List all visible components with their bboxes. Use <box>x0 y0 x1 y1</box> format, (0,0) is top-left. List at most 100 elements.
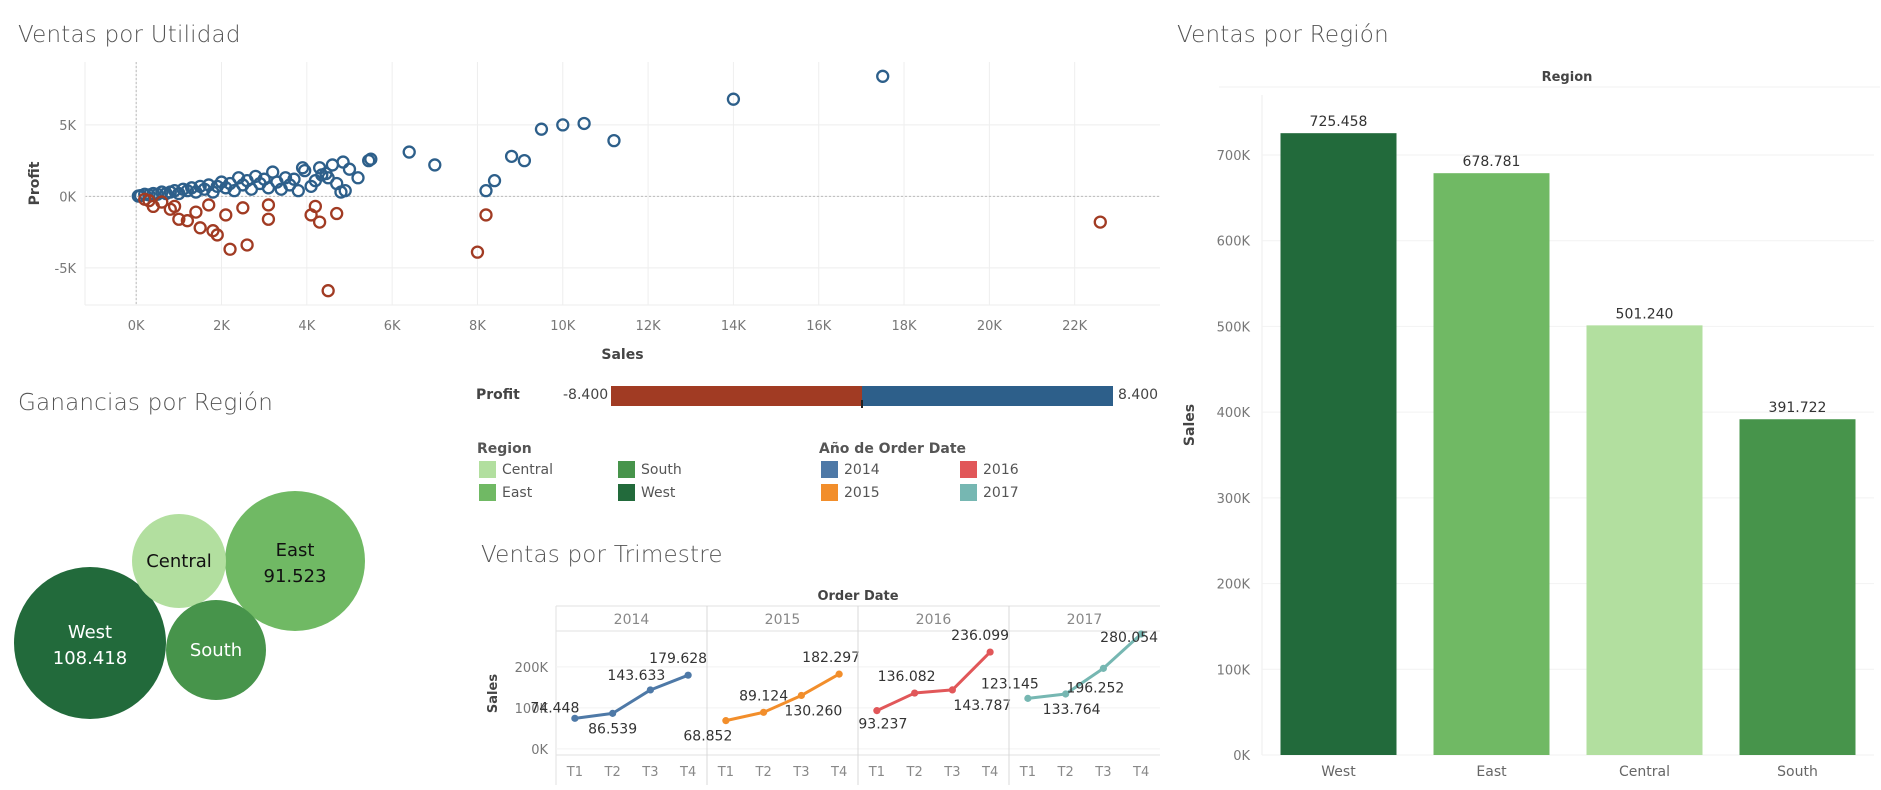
line-value-label: 74.448 <box>530 700 579 716</box>
scatter-point <box>223 242 237 256</box>
year-legend-label: 2017 <box>983 484 1019 501</box>
line-point <box>684 671 692 679</box>
bubble-west <box>14 567 166 719</box>
line-series-2016 <box>876 650 992 712</box>
line-series-2014 <box>574 673 689 720</box>
profit-legend-negative-bar <box>611 386 862 406</box>
line-point <box>1062 690 1070 698</box>
bar-y-tick-label: 100K <box>1217 663 1251 678</box>
bar-value-label: 501.240 <box>1616 306 1674 322</box>
line-x-tick-label: T4 <box>1132 765 1149 780</box>
scatter-x-tick-label: 6K <box>384 319 401 334</box>
scatter-point <box>304 179 318 194</box>
scatter-x-tick-label: 10K <box>550 319 576 334</box>
bar-y-tick-label: 300K <box>1217 492 1251 507</box>
line-year-header: 2017 <box>1067 612 1103 628</box>
scatter-point <box>295 161 310 175</box>
line-value-label: 68.852 <box>683 729 732 745</box>
region-legend-item[interactable]: East <box>479 484 532 501</box>
scatter-point <box>876 69 890 83</box>
region-legend-item[interactable]: Central <box>479 461 553 478</box>
region-bars-title: Ventas por Región <box>1177 22 1389 48</box>
scatter-point <box>607 133 621 148</box>
bubble-south <box>166 600 266 700</box>
line-x-tick-label: T2 <box>906 765 923 780</box>
scatter-point <box>362 153 376 168</box>
scatter-point <box>487 173 502 188</box>
line-x-tick-label: T1 <box>717 765 734 780</box>
line-y-tick-label: 100K <box>515 702 549 717</box>
region-legend-title: Region <box>477 441 532 457</box>
year-legend-item[interactable]: 2016 <box>960 461 1019 478</box>
line-point <box>911 689 919 697</box>
color-swatch-icon <box>479 461 496 478</box>
scatter-x-tick-label: 12K <box>636 319 662 334</box>
line-point <box>873 707 881 715</box>
profit-legend-zero-tick <box>861 400 863 408</box>
scatter-point <box>266 165 280 179</box>
line-point <box>609 709 617 717</box>
year-legend-item[interactable]: 2017 <box>960 484 1019 501</box>
region-legend-label: West <box>641 484 676 501</box>
line-point <box>760 708 768 716</box>
bar-y-axis-label: Sales <box>1182 404 1198 446</box>
scatter-y-axis-label: Profit <box>27 161 43 205</box>
year-legend-label: 2015 <box>844 484 880 501</box>
region-legend-item[interactable]: South <box>618 461 682 478</box>
bar-header-label: Region <box>1542 70 1593 85</box>
line-value-label: 136.082 <box>878 669 936 685</box>
bubble-chart: West 108.418 East 91.523 Central South <box>14 491 365 719</box>
bar-y-tick-label: 700K <box>1217 149 1251 164</box>
line-point <box>1099 664 1107 672</box>
region-legend-item[interactable]: West <box>618 484 675 501</box>
scatter-point <box>479 208 493 222</box>
year-legend-item[interactable]: 2015 <box>821 484 880 501</box>
bar-value-label: 391.722 <box>1769 400 1827 416</box>
line-x-tick-label: T4 <box>981 765 998 780</box>
color-swatch-icon <box>821 484 838 501</box>
scatter-point <box>479 183 493 198</box>
color-swatch-icon <box>479 484 496 501</box>
scatter-point <box>172 212 186 226</box>
bubble-label: South <box>190 640 242 661</box>
year-legend-item[interactable]: 2014 <box>821 461 880 478</box>
line-value-label: 280.054 <box>1100 630 1158 646</box>
scatter-point <box>534 122 549 136</box>
line-point <box>986 648 994 656</box>
bubble-label: West <box>68 622 112 643</box>
line-value-label: 196.252 <box>1066 680 1124 696</box>
line-value-label: 143.633 <box>607 668 665 684</box>
scatter-x-tick-label: 18K <box>892 319 918 334</box>
line-x-tick-label: T2 <box>755 765 772 780</box>
scatter-point <box>402 145 416 159</box>
scatter-point <box>180 214 195 228</box>
region-legend-label: South <box>641 461 682 478</box>
scatter-point <box>517 153 532 168</box>
scatter-point <box>131 189 145 203</box>
color-swatch-icon <box>618 484 635 501</box>
line-value-label: 86.539 <box>588 721 637 737</box>
color-swatch-icon <box>618 461 635 478</box>
scatter-point <box>236 201 250 215</box>
bubble-label: Central <box>146 551 212 572</box>
bar-y-tick-label: 0K <box>1233 749 1250 764</box>
profit-legend-positive-bar <box>862 386 1113 406</box>
scatter-point <box>138 192 152 206</box>
line-value-label: 179.628 <box>649 651 707 667</box>
line-point <box>722 717 730 725</box>
line-header-label: Order Date <box>817 589 898 604</box>
line-x-tick-label: T4 <box>830 765 847 780</box>
quarterly-line-chart: Order Date 200K 100K 0K Sales 2014 74.448 T1 86.… <box>486 589 1160 785</box>
scatter-point <box>240 238 254 252</box>
scatter-point <box>163 202 177 216</box>
scatter-point <box>325 158 340 172</box>
bubbles-title: Ganancias por Región <box>18 390 273 416</box>
scatter-point <box>321 284 335 298</box>
bar-x-tick-label: Central <box>1619 764 1670 780</box>
line-value-label: 133.764 <box>1043 702 1101 718</box>
color-swatch-icon <box>821 461 838 478</box>
line-y-tick-label: 200K <box>515 661 549 676</box>
bar-y-tick-label: 200K <box>1217 578 1251 593</box>
scatter-x-tick-label: 2K <box>213 319 230 334</box>
scatter-x-tick-label: 14K <box>721 319 747 334</box>
